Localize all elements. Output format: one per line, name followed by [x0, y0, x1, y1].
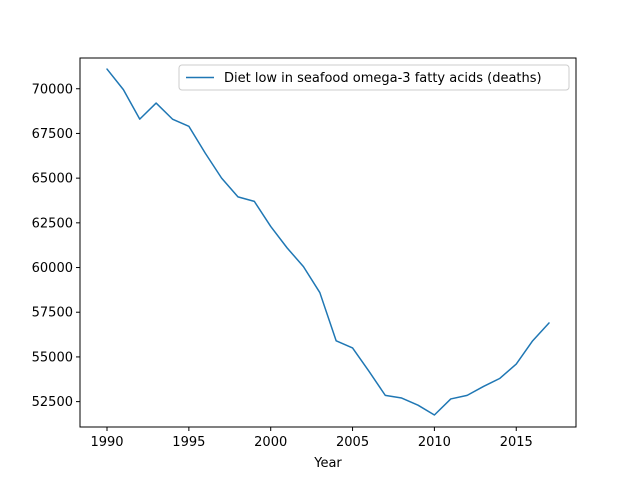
x-tick-label: 2010	[418, 435, 451, 450]
series-line	[106, 68, 550, 416]
legend: Diet low in seafood omega-3 fatty acids …	[178, 64, 570, 91]
y-tick-label: 57500	[32, 306, 73, 321]
y-tick-label: 65000	[32, 172, 73, 187]
y-tick-label: 62500	[32, 216, 73, 231]
x-tick-label: 2000	[254, 435, 287, 450]
x-tick-label: 2005	[336, 435, 369, 450]
x-tick-label: 1990	[90, 435, 123, 450]
y-tick-label: 55000	[32, 350, 73, 365]
y-tick-label: 52500	[32, 395, 73, 410]
x-axis: 1990 1995 2000 2005 2010 2015	[90, 427, 533, 450]
legend-box	[178, 64, 570, 91]
x-tick-label: 1995	[172, 435, 205, 450]
y-tick-label: 70000	[32, 82, 73, 97]
plot-area	[106, 68, 550, 416]
axes-frame	[79, 57, 577, 428]
legend-label: Diet low in seafood omega-3 fatty acids …	[224, 71, 542, 86]
x-tick-label: 2015	[500, 435, 533, 450]
y-axis: 52500 55000 57500 60000 62500 65000 67500 70000	[32, 82, 80, 410]
y-tick-label: 67500	[32, 127, 73, 142]
y-tick-label: 60000	[32, 261, 73, 276]
x-axis-label: Year	[313, 456, 342, 471]
